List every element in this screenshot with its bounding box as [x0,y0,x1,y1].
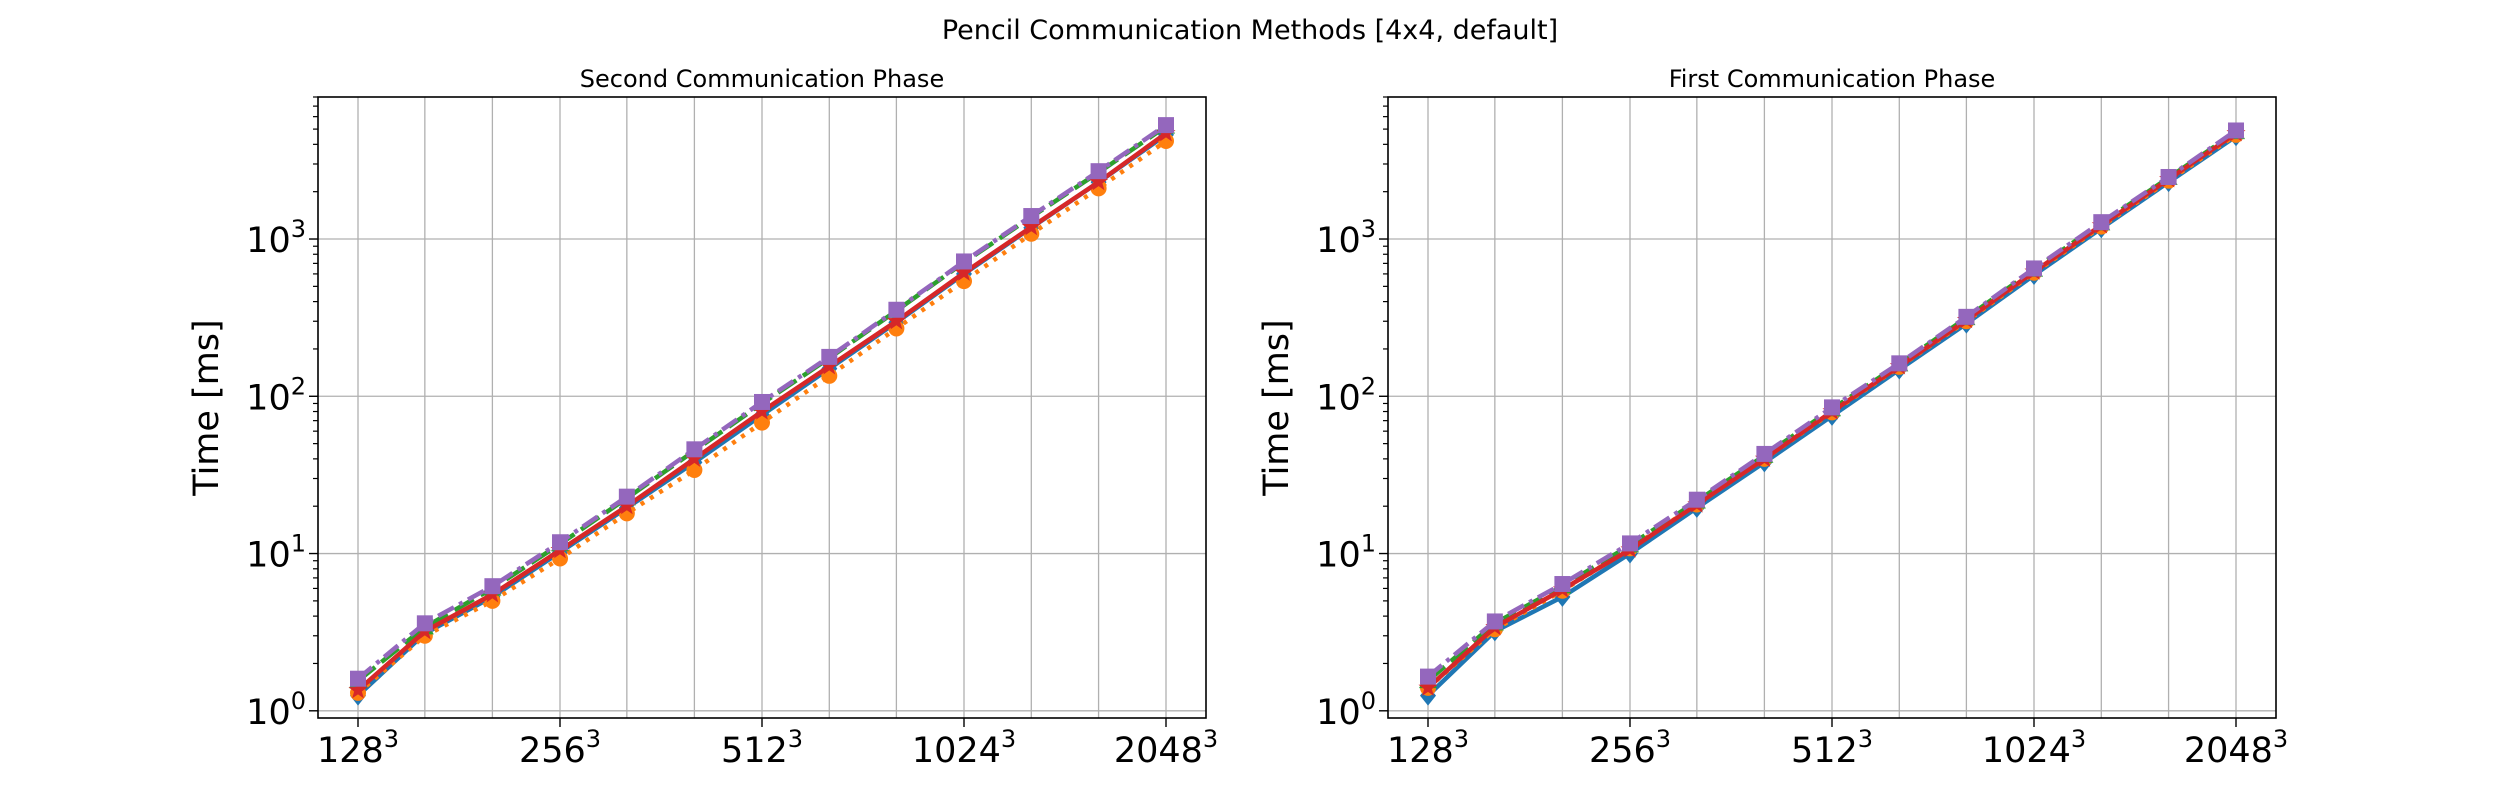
x-tick-label: 10243 [912,725,1016,771]
square-marker [1688,491,1705,508]
y-tick-label: 102 [246,372,306,418]
square-marker [552,534,568,551]
square-marker [1420,668,1436,685]
square-marker [2026,260,2042,277]
subplot: Second Communication Phase Time [ms] 100 10… [187,65,1218,771]
square-marker [1958,308,1975,325]
subplot-title: First Communication Phase [1669,65,1996,93]
y-tick-label: 100 [246,687,306,733]
circle-marker [686,461,703,478]
star-marker [752,401,772,420]
star-marker [617,496,637,515]
square-marker [956,253,972,270]
x-tick-label: 2563 [1589,725,1671,771]
series [1420,122,2244,685]
x-tick-label: 1283 [317,725,399,771]
square-marker [1554,576,1571,593]
y-tick-label: 103 [1316,215,1376,261]
series [350,117,1174,687]
y-tick-label: 102 [1316,372,1376,418]
square-marker [686,441,703,458]
star-marker [1418,677,1438,696]
star-marker [886,311,906,330]
x-tick-label: 5123 [721,725,803,771]
x-tick-label: 5123 [1791,725,1873,771]
circle-marker [754,414,770,431]
star-marker [819,356,839,375]
square-marker [2160,168,2177,185]
square-marker [1158,117,1174,134]
square-marker [416,615,433,632]
square-marker [1090,163,1107,180]
square-marker [1824,399,1840,416]
star-marker [684,448,704,467]
square-marker [2228,122,2244,139]
x-tick-label: 10243 [1982,725,2086,771]
x-tick-label: 1283 [1387,725,1469,771]
y-axis-label: Time [ms] [1257,319,1297,496]
y-tick-label: 103 [246,215,306,261]
square-marker [618,488,635,505]
square-marker [1023,208,1040,225]
x-tick-label: 20483 [1114,725,1218,771]
plots-group: Second Communication Phase Time [ms] 100 10… [187,65,2288,771]
square-marker [754,393,770,410]
subplot-title: Second Communication Phase [580,65,944,93]
star-marker [348,680,368,699]
star-marker [954,262,974,281]
square-marker [1486,613,1503,630]
x-tick-label: 20483 [2184,725,2288,771]
square-marker [821,348,838,365]
y-tick-label: 101 [1316,530,1376,576]
square-marker [484,578,501,595]
square-marker [888,301,905,318]
square-marker [2093,214,2110,231]
y-axis-label: Time [ms] [187,319,227,496]
figure-title: Pencil Communication Methods [4x4, defau… [942,15,1558,46]
star-marker [1089,172,1109,191]
y-tick-label: 101 [246,530,306,576]
square-marker [1622,535,1638,552]
x-tick-label: 2563 [519,725,601,771]
subplot: First Communication Phase Time [ms] 100 101… [1257,65,2288,771]
y-tick-label: 100 [1316,687,1376,733]
square-marker [1891,355,1908,372]
square-marker [1756,445,1773,462]
star-marker [1021,217,1041,236]
square-marker [350,670,366,687]
